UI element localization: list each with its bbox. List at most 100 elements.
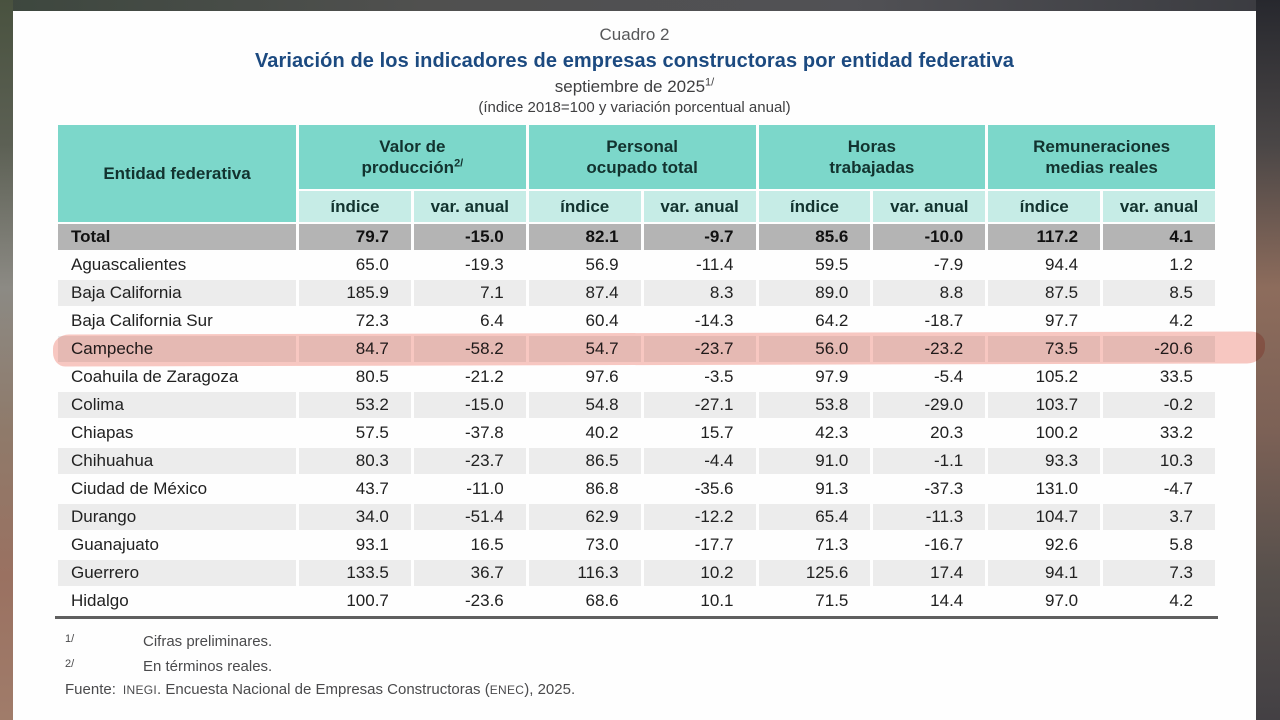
value-cell: -11.3	[873, 504, 986, 530]
source-text: . Encuesta Nacional de Empresas Construc…	[157, 681, 490, 698]
subheader-indice: índice	[988, 191, 1101, 222]
data-table: Entidad federativa Valor de producción2/…	[55, 123, 1218, 616]
entity-name: Durango	[58, 504, 296, 530]
value-cell: 104.7	[988, 504, 1101, 530]
value-cell: 100.2	[1035, 423, 1079, 442]
value-cell: 5.8	[1169, 535, 1193, 554]
value-cell: 14.4	[930, 591, 964, 610]
value-cell: 10.3	[1103, 448, 1215, 474]
value-cell: 53.8	[758, 392, 871, 418]
value-cell: 97.7	[1045, 311, 1079, 330]
value-cell: 71.5	[815, 591, 849, 610]
value-cell: 56.0	[758, 336, 871, 362]
entity-name: Colima	[58, 392, 296, 418]
value-cell: -23.7	[643, 336, 756, 362]
value-cell: -4.4	[643, 448, 756, 474]
value-cell: -11.4	[696, 255, 734, 274]
value-cell: 36.7	[413, 560, 526, 586]
value-cell: -12.2	[643, 504, 756, 530]
entity-name: Hidalgo	[71, 591, 129, 610]
group-header-personal: Personal ocupado total	[528, 125, 756, 189]
value-cell: -23.7	[413, 448, 526, 474]
value-cell: -4.7	[1163, 479, 1193, 498]
table-row: Aguascalientes 65.0 -19.3 56.9 -11.4 59.5 -7.9…	[58, 252, 1215, 278]
value-cell: 91.0	[758, 448, 871, 474]
source-org: INEGI	[122, 683, 158, 697]
value-cell: -23.6	[465, 591, 504, 610]
value-cell: 20.3	[930, 423, 964, 442]
group-header-remuneraciones: Remuneraciones medias reales	[988, 125, 1215, 189]
footnote-marker: 2/	[65, 658, 75, 670]
value-cell: 79.7	[299, 224, 411, 250]
value-cell: -7.9	[933, 255, 964, 274]
period-subtitle: septiembre de 20251/	[13, 77, 1256, 97]
entity-name: Guanajuato	[71, 535, 159, 554]
value-cell: -19.3	[465, 255, 504, 274]
entity-name: Coahuila de Zaragoza	[71, 367, 239, 386]
source-label: Fuente:	[65, 681, 116, 698]
value-cell: 56.9	[585, 255, 619, 274]
value-cell: 10.2	[643, 560, 756, 586]
value-cell: 86.5	[528, 448, 641, 474]
value-cell: 72.3	[355, 311, 389, 330]
value-cell: 54.8	[528, 392, 641, 418]
value-cell: 97.0	[1045, 591, 1079, 610]
entity-name: Ciudad de México	[71, 479, 208, 498]
footnote-text: Cifras preliminares.	[143, 633, 273, 650]
value-cell: 40.2	[585, 423, 619, 442]
value-cell: -1.1	[873, 448, 986, 474]
value-cell: 53.2	[299, 392, 411, 418]
subheader-indice: índice	[299, 191, 411, 222]
footnote-marker: 1/	[65, 633, 75, 645]
value-cell: 16.5	[470, 535, 504, 554]
value-cell: 94.4	[1045, 255, 1079, 274]
entity-name: Campeche	[58, 336, 296, 362]
value-cell: 80.5	[355, 367, 389, 386]
value-cell: 62.9	[528, 504, 641, 530]
value-cell: 133.5	[299, 560, 411, 586]
value-cell: 97.9	[815, 367, 849, 386]
value-cell: 60.4	[585, 311, 619, 330]
value-cell: 4.2	[1169, 591, 1193, 610]
table-row: Coahuila de Zaragoza 80.5 -21.2 97.6 -3.5 97.…	[58, 364, 1215, 390]
indicators-table: Entidad federativa Valor de producción2/…	[52, 123, 1266, 619]
value-cell: -21.2	[465, 367, 504, 386]
source-text: ), 2025.	[524, 681, 576, 698]
value-cell: 64.2	[815, 311, 849, 330]
value-cell: 87.4	[528, 280, 641, 306]
value-cell: 185.9	[299, 280, 411, 306]
value-cell: 57.5	[355, 423, 389, 442]
source-line: Fuente: INEGI. Encuesta Nacional de Empre…	[65, 678, 1256, 702]
value-cell: -15.0	[413, 392, 526, 418]
subheader-var-anual: var. anual	[413, 191, 526, 222]
footnote-text: En términos reales.	[143, 658, 273, 675]
entity-column-header: Entidad federativa	[58, 125, 296, 222]
value-cell: -10.0	[873, 224, 986, 250]
value-cell: 10.1	[700, 591, 734, 610]
entity-name: Baja California Sur	[71, 311, 213, 330]
value-cell: -16.7	[924, 535, 964, 554]
group-header-row: Entidad federativa Valor de producción2/…	[58, 125, 1215, 222]
backdrop-top-bar	[0, 0, 1280, 11]
value-cell: -23.2	[873, 336, 986, 362]
value-cell: -20.6	[1103, 336, 1215, 362]
document-page: Cuadro 2 Variación de los indicadores de…	[13, 11, 1266, 720]
value-cell: 33.2	[1159, 423, 1193, 442]
value-cell: 131.0	[1035, 479, 1079, 498]
table-row: Guerrero 133.5 36.7 116.3 10.2 125.6 17.4 94.1 7…	[58, 560, 1215, 586]
subheader-var-anual: var. anual	[643, 191, 756, 222]
value-cell: -18.7	[924, 311, 964, 330]
table-row: Guanajuato 93.1 16.5 73.0 -17.7 71.3 -16.7 92.6…	[58, 532, 1215, 558]
value-cell: -58.2	[413, 336, 526, 362]
value-cell: 15.7	[700, 423, 734, 442]
value-cell: 92.6	[1045, 535, 1079, 554]
value-cell: -11.0	[466, 479, 504, 498]
entity-name: Baja California	[58, 280, 296, 306]
footnote-ref-2: 2/	[454, 157, 464, 170]
value-cell: -51.4	[413, 504, 526, 530]
value-cell: 3.7	[1103, 504, 1215, 530]
table-number: Cuadro 2	[599, 25, 670, 44]
value-cell: -37.3	[924, 479, 964, 498]
value-cell: 91.3	[815, 479, 849, 498]
value-cell: 43.7	[355, 479, 389, 498]
